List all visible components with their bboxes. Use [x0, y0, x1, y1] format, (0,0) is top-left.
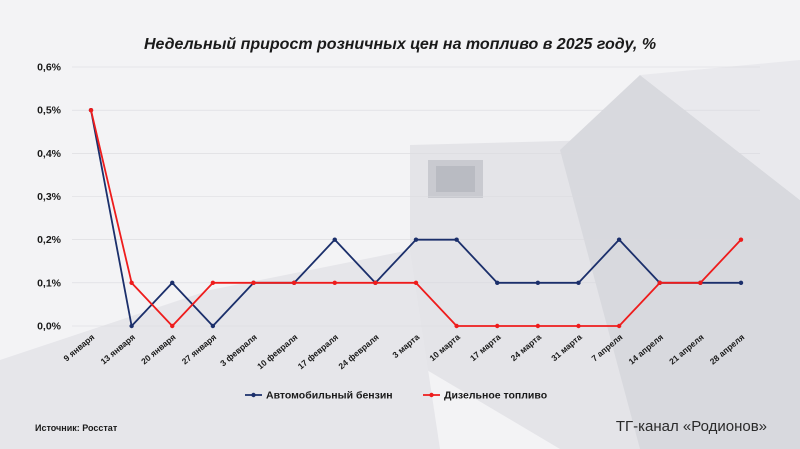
x-tick-label: 21 апреля [667, 332, 706, 367]
series-2-point [170, 323, 175, 329]
legend-swatch-marker [429, 392, 434, 398]
x-tick-label: 28 апреля [708, 332, 747, 367]
series-1-point [413, 237, 419, 242]
series-2-point [657, 280, 662, 286]
y-tick-label: 0,2% [37, 234, 62, 246]
y-tick-label: 0,5% [37, 105, 62, 117]
legend-label: Автомобильный бензин [266, 390, 393, 402]
series-1-point [454, 237, 459, 242]
x-tick-label: 9 января [61, 332, 96, 364]
series-2-point [698, 280, 703, 286]
legend-label: Дизельное топливо [444, 390, 547, 402]
series-2-point [332, 280, 337, 286]
series-2-point [495, 323, 500, 329]
x-tick-label: 24 февраля [336, 332, 380, 371]
series-1-point [129, 323, 134, 329]
series-2-point [738, 237, 744, 242]
y-tick-label: 0,3% [37, 191, 62, 203]
series-1-point [495, 280, 500, 286]
series-1-point [332, 237, 337, 242]
y-tick-label: 0,0% [37, 321, 62, 333]
series-2-point [210, 280, 216, 286]
series-2-point [616, 323, 622, 329]
series-2-point [88, 107, 94, 113]
x-tick-label: 10 февраля [255, 332, 299, 371]
series-line-2 [90, 109, 742, 327]
x-tick-label: 31 марта [549, 332, 584, 363]
x-tick-label: 3 февраля [218, 332, 259, 368]
series-2-point [129, 280, 134, 286]
chart-legend: Автомобильный бензин Дизельное топливо [245, 390, 547, 402]
series-2-point [413, 280, 419, 286]
channel-brand: ТГ-канал «Родионов» [615, 418, 767, 435]
series-2-point [576, 323, 581, 329]
x-tick-label: 17 февраля [296, 332, 340, 371]
series-1-point [535, 280, 541, 286]
x-tick-label: 14 апреля [626, 332, 665, 367]
series-2-point [454, 323, 459, 329]
x-tick-label: 24 марта [509, 332, 544, 363]
x-tick-label: 3 марта [390, 332, 421, 360]
series-line-1 [90, 110, 741, 327]
series-1-point [170, 280, 175, 286]
series-1-point [738, 280, 744, 286]
series-2-point [373, 280, 378, 286]
y-tick-label: 0,6% [37, 62, 62, 74]
y-tick-label: 0,4% [37, 148, 62, 160]
source-note: Источник: Росстат [35, 423, 118, 433]
x-tick-label: 13 января [98, 332, 136, 367]
x-tick-label: 10 марта [427, 332, 462, 363]
series-1-point [616, 237, 622, 242]
series-1-point [576, 280, 581, 286]
chart-title: Недельный прирост розничных цен на топли… [143, 36, 657, 53]
y-tick-label: 0,1% [37, 277, 62, 289]
series-2-point [535, 323, 541, 329]
series-2-point [291, 280, 297, 286]
x-tick-label: 17 марта [468, 332, 503, 363]
series-1-point [210, 323, 216, 329]
x-tick-label: 20 января [139, 332, 177, 367]
x-tick-label: 27 января [180, 332, 218, 367]
series-2-point [251, 280, 256, 286]
x-tick-label: 7 апреля [589, 332, 624, 364]
legend-swatch-marker [251, 392, 256, 398]
